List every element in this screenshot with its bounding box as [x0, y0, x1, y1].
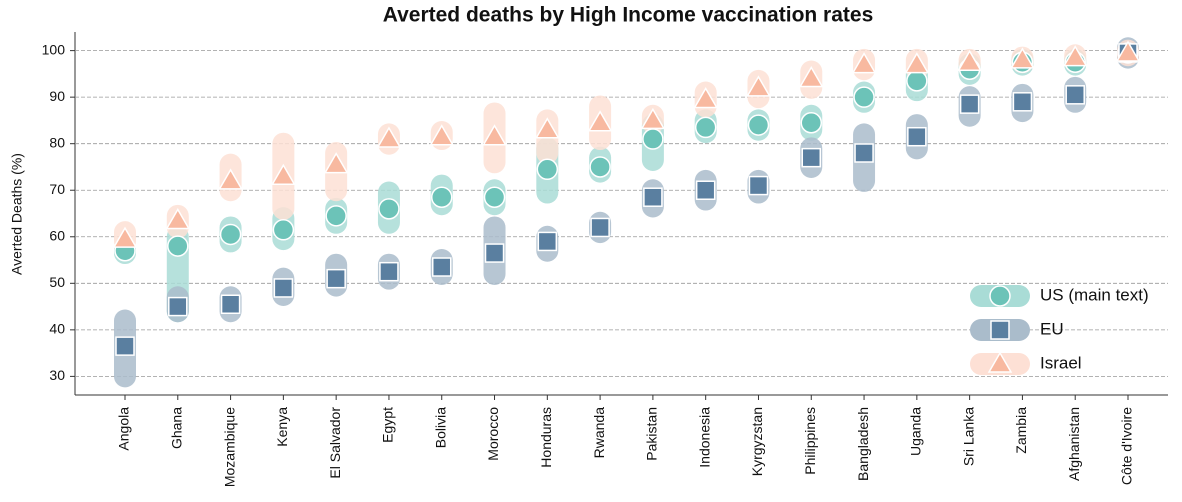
point	[695, 180, 716, 200]
x-tick-label: El Salvador	[327, 407, 343, 479]
x-tick-label: Angola	[116, 407, 132, 451]
point	[535, 117, 560, 139]
point	[112, 226, 138, 248]
point	[640, 107, 666, 130]
x-tick-label: Egypt	[380, 407, 396, 443]
point	[482, 124, 507, 146]
x-tick-label: Bangladesh	[855, 407, 871, 481]
point	[643, 187, 663, 207]
point	[746, 75, 771, 97]
point	[429, 124, 455, 146]
x-tick-label: Bolivia	[432, 407, 448, 448]
point	[747, 114, 770, 136]
legend-label: Israel	[1040, 353, 1082, 372]
point	[906, 70, 928, 92]
point	[483, 186, 506, 208]
point	[325, 205, 347, 227]
point	[376, 126, 402, 148]
point	[959, 94, 980, 114]
x-tick-label: Côte d'Ivoire	[1119, 407, 1135, 485]
point	[589, 156, 611, 178]
point	[484, 243, 505, 263]
point	[904, 52, 930, 74]
x-tick-label: Sri Lanka	[960, 407, 976, 466]
y-tick-label: 100	[42, 41, 66, 57]
y-tick-label: 60	[49, 227, 65, 243]
x-tick-label: Rwanda	[591, 407, 607, 459]
point	[220, 294, 241, 314]
point	[379, 261, 399, 282]
x-tick-label: Philippines	[802, 407, 818, 475]
point	[218, 168, 243, 190]
y-tick-label: 50	[49, 274, 65, 290]
x-tick-label: Mozambique	[221, 407, 237, 487]
point	[1012, 92, 1033, 112]
y-tick-label: 40	[49, 321, 65, 337]
point	[801, 147, 822, 168]
point	[326, 268, 346, 289]
point	[273, 278, 294, 298]
point	[694, 116, 717, 139]
point	[537, 231, 558, 252]
x-tick-label: Kenya	[274, 407, 290, 447]
x-tick-label: Indonesia	[696, 407, 712, 468]
point	[165, 207, 191, 230]
x-tick-label: Ghana	[168, 407, 184, 449]
point	[642, 128, 664, 150]
legend-marker	[989, 285, 1011, 307]
point	[536, 158, 559, 181]
x-tick-label: Afghanistan	[1066, 407, 1082, 481]
x-tick-label: Uganda	[908, 407, 924, 456]
y-tick-label: 70	[49, 181, 65, 197]
point	[854, 143, 874, 163]
x-tick-label: Morocco	[485, 407, 501, 461]
y-tick-label: 80	[49, 134, 65, 150]
point	[115, 336, 135, 356]
point	[167, 235, 189, 257]
x-tick-label: Honduras	[538, 407, 554, 468]
point	[168, 296, 188, 317]
point	[587, 110, 613, 132]
point	[798, 66, 824, 88]
point	[590, 217, 610, 238]
legend-marker	[990, 320, 1010, 340]
point	[431, 257, 452, 277]
point	[1062, 45, 1088, 67]
point	[430, 186, 453, 208]
chart-title: Averted deaths by High Income vaccinatio…	[383, 4, 874, 27]
point	[378, 198, 400, 220]
point	[1010, 47, 1035, 69]
legend-label: US (main text)	[1040, 285, 1149, 304]
x-tick-label: Kyrgyzstan	[749, 407, 765, 476]
point	[800, 112, 823, 134]
point	[851, 52, 877, 74]
point	[957, 49, 982, 71]
x-tick-label: Pakistan	[644, 407, 660, 461]
point	[323, 152, 349, 174]
y-axis-label: Averted Deaths (%)	[9, 153, 25, 275]
y-tick-label: 90	[49, 88, 65, 104]
point	[853, 86, 875, 108]
legend-label: EU	[1040, 319, 1064, 338]
x-tick-label: Zambia	[1013, 407, 1029, 454]
y-tick-label: 30	[49, 367, 65, 383]
point	[748, 175, 769, 196]
point	[219, 223, 242, 246]
point	[272, 219, 295, 241]
point	[271, 163, 296, 186]
point	[693, 86, 718, 109]
point	[1065, 85, 1085, 105]
point	[907, 126, 927, 147]
point	[1115, 40, 1141, 62]
legend-marker	[987, 351, 1013, 373]
